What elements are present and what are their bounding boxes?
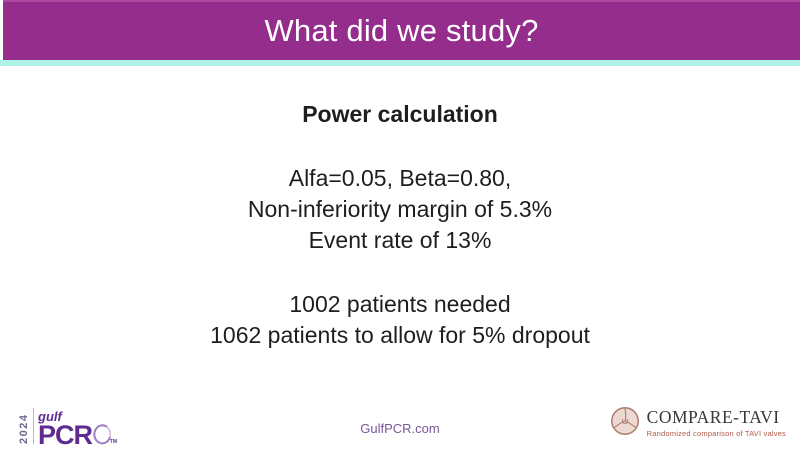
gulfpcr-logo: 2024 gulf PCR TM (18, 408, 118, 450)
gulfpcr-pcr-label: PCR (38, 419, 93, 450)
body-heading: Power calculation (302, 101, 498, 127)
compare-tavi-text: COMPARE-TAVI Randomized comparison of TA… (646, 406, 786, 439)
slide-body: Power calculation Alfa=0.05, Beta=0.80, … (0, 99, 800, 351)
swirl-circle-icon: TM (93, 424, 118, 446)
slide-header: What did we study? (3, 0, 800, 60)
gulfpcr-gulf-label: gulf (38, 408, 62, 424)
body-paragraph-parameters: Alfa=0.05, Beta=0.80, Non-inferiority ma… (0, 163, 800, 256)
gulfpcr-wordmark: gulf PCR (38, 408, 93, 450)
header-accent-line (0, 60, 800, 66)
body-line: Non-inferiority margin of 5.3% (247, 196, 553, 222)
body-paragraph-patients: 1002 patients needed 1062 patients to al… (0, 289, 800, 351)
body-line: Event rate of 13% (308, 227, 492, 253)
compare-tavi-subtitle: Randomized comparison of TAVI valves (646, 429, 786, 439)
body-line: 1062 patients to allow for 5% dropout (210, 322, 590, 348)
compare-tavi-logo: COMPARE-TAVI Randomized comparison of TA… (610, 406, 786, 441)
compare-tavi-name: COMPARE-TAVI (646, 406, 780, 427)
gulfpcr-website-link[interactable]: GulfPCR.com (360, 421, 440, 436)
aortic-valve-icon (610, 406, 640, 441)
gulfpcr-logo-divider (33, 408, 34, 444)
trademark-label: TM (109, 439, 118, 445)
body-line: 1002 patients needed (289, 291, 511, 317)
slide-title: What did we study? (264, 13, 539, 48)
body-line: Alfa=0.05, Beta=0.80, (288, 165, 512, 191)
